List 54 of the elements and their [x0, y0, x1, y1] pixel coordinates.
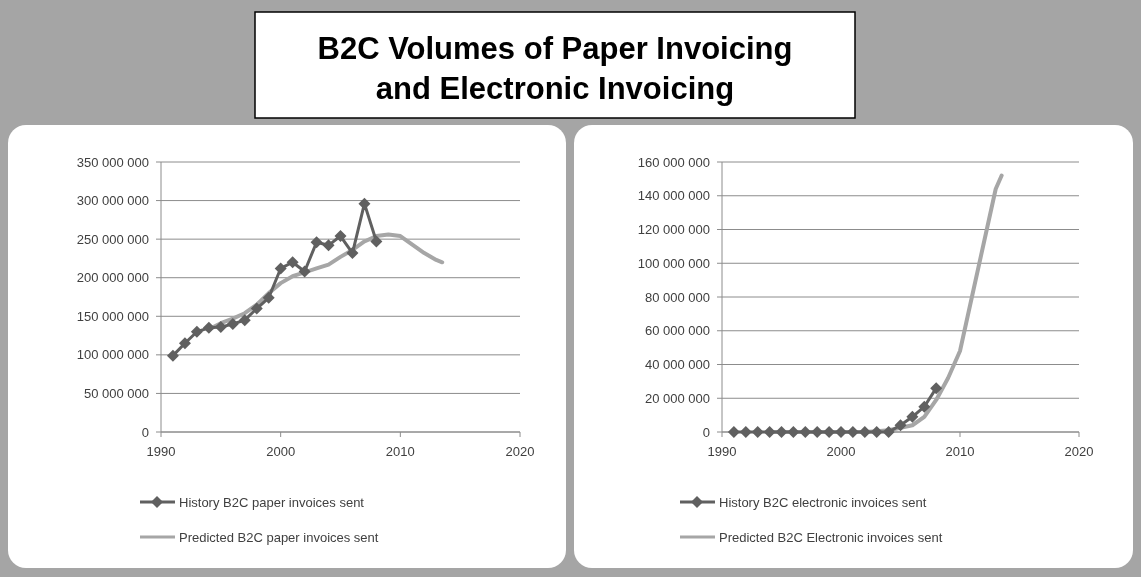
point [882, 426, 895, 438]
x-tick-label: 2010 [385, 444, 415, 459]
y-tick-label: 20 000 000 [644, 390, 710, 406]
legend-label: Predicted B2C paper invoices sent [179, 529, 379, 545]
y-tick-label: 60 000 000 [644, 323, 710, 339]
y-tick-label: 350 000 000 [76, 154, 149, 170]
point [238, 314, 251, 327]
y-tick-label: 80 000 000 [644, 289, 710, 305]
legend-label: History B2C paper invoices sent [179, 494, 365, 510]
y-tick-label: 50 000 000 [83, 385, 149, 401]
point [346, 247, 359, 260]
y-tick-label: 0 [141, 424, 149, 440]
x-tick-label: 2020 [1064, 444, 1094, 459]
x-tick-label: 1990 [707, 444, 737, 459]
x-tick-label: 2010 [945, 444, 975, 459]
legend-label: Predicted B2C Electronic invoices sent [719, 529, 943, 545]
point [190, 325, 203, 338]
y-tick-label: 40 000 000 [644, 357, 710, 373]
point [930, 382, 943, 395]
y-tick-label: 150 000 000 [76, 308, 149, 324]
point [310, 236, 323, 249]
legend-label: History B2C electronic invoices sent [719, 494, 927, 510]
point [322, 239, 335, 252]
point [262, 291, 275, 304]
y-tick-label: 250 000 000 [76, 231, 149, 247]
point [835, 426, 847, 438]
point [906, 410, 919, 423]
x-tick-label: 2020 [505, 444, 535, 459]
point [298, 265, 311, 278]
point [918, 400, 931, 413]
point [334, 230, 347, 243]
point [178, 337, 191, 350]
point [763, 426, 776, 438]
point [202, 321, 215, 334]
point [274, 262, 287, 275]
point [286, 256, 299, 269]
y-tick-label: 100 000 000 [76, 347, 149, 363]
y-tick-label: 100 000 000 [637, 255, 710, 271]
x-tick-label: 2000 [266, 444, 296, 459]
point [727, 426, 740, 438]
y-tick-label: 300 000 000 [76, 193, 149, 209]
y-tick-label: 140 000 000 [637, 188, 710, 204]
point [250, 302, 263, 315]
chart-title: B2C Volumes of Paper Invoicing and Electronic Invoicing [317, 30, 793, 106]
point [894, 419, 907, 432]
x-tick-label: 2000 [826, 444, 856, 459]
point [226, 318, 239, 330]
y-tick-label: 160 000 000 [637, 154, 710, 170]
y-tick-label: 120 000 000 [637, 222, 710, 238]
x-tick-label: 1990 [146, 444, 176, 459]
y-tick-label: 0 [702, 424, 710, 440]
y-tick-label: 200 000 000 [76, 270, 149, 286]
point [370, 235, 383, 248]
point [166, 349, 179, 362]
